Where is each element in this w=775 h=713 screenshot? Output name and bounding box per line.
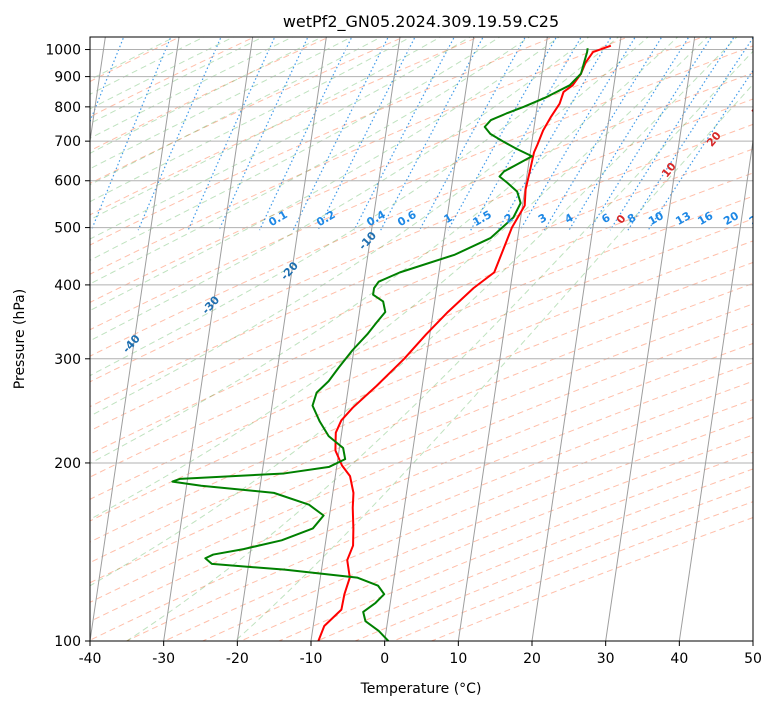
moist-adiabat-line: [90, 37, 590, 342]
dry-adiabat-line: [90, 303, 753, 584]
x-tick-label: -30: [152, 651, 175, 667]
y-tick-label: 600: [54, 174, 81, 190]
y-tick-label: 200: [54, 456, 81, 472]
y-tick-label: 800: [54, 100, 81, 116]
moist-adiabat-line: [90, 37, 531, 285]
isotherm-line: [678, 137, 753, 641]
x-tick-label: 30: [597, 651, 615, 667]
moist-adiabat-line: [90, 37, 442, 221]
dry-adiabat-line: [90, 37, 704, 303]
x-tick-label: 20: [523, 651, 541, 667]
mixing-ratio-line: [497, 37, 612, 231]
dry-adiabat-line: [163, 398, 753, 641]
isotherm-line: [310, 37, 401, 641]
y-axis-label: Pressure (hPa): [12, 289, 28, 389]
mixing-ratio-line: [419, 37, 527, 231]
isotherm-gridlines: [90, 37, 753, 641]
x-tick-label: 0: [380, 651, 389, 667]
dry-adiabat-line: [90, 172, 753, 455]
y-tick-label: 1000: [45, 43, 81, 59]
moist-adiabat-line: [126, 50, 753, 641]
mixing-ratio-line: [627, 37, 753, 231]
y-tick-label: 400: [54, 278, 81, 294]
theta-label: 30: [749, 98, 769, 118]
mixing-ratio-line: [647, 69, 753, 231]
pressure-gridlines: [90, 49, 753, 641]
x-tick-label: -10: [300, 651, 323, 667]
mixing-ratio-line: [543, 37, 663, 231]
y-tick-label: 300: [54, 352, 81, 368]
isotherm-line: [90, 37, 180, 641]
mixing-ratio-line: [588, 37, 713, 231]
dry-adiabat-line: [90, 282, 753, 564]
mixing-ratio-line: [519, 37, 636, 231]
x-tick-label: 50: [744, 651, 762, 667]
isotherm-line: [163, 37, 254, 641]
x-tick-label: 10: [449, 651, 467, 667]
x-tick-label: -20: [226, 651, 249, 667]
y-axis-ticks: 100 200 300 400 500 600 700 800 900 1000: [45, 43, 90, 650]
y-tick-label: 500: [54, 221, 81, 237]
y-tick-label: 700: [54, 134, 81, 150]
y-tick-label: 100: [54, 634, 81, 650]
y-tick-label: 900: [54, 70, 81, 86]
mixing-ratio-line: [568, 37, 690, 231]
plot-frame: [89, 36, 754, 642]
mixing-ratio-line: [447, 37, 558, 231]
dry-adiabat-line: [90, 240, 753, 522]
x-axis-label: Temperature (°C): [360, 681, 482, 697]
dry-adiabat-line: [90, 362, 753, 641]
dry-adiabat-line: [90, 342, 753, 623]
isotherm-line: [605, 37, 696, 641]
isotherm-line: [236, 37, 327, 641]
mixing-ratio-line: [609, 37, 735, 231]
temperature-profile: [317, 44, 612, 641]
mixing-ratio-line: [317, 37, 416, 231]
x-tick-label: -40: [79, 651, 102, 667]
mixing-ratio-line: [292, 37, 389, 231]
isotherm-line: [531, 37, 622, 641]
plot-area: -100-90-80-70-60-50-40-30-20-100.10.20.4…: [90, 37, 769, 641]
chart-title: wetPf2_GN05.2024.309.19.59.C25: [283, 12, 559, 32]
moist-adiabat-line: [234, 83, 753, 641]
mixing-ratio-line: [258, 37, 353, 231]
x-axis-ticks: -40 -30 -20 -10 0 10 20 30 40 50: [79, 641, 762, 667]
sounding-profiles: [171, 44, 612, 641]
x-tick-label: 40: [670, 651, 688, 667]
mixing-ratio-label: 25: [747, 209, 767, 228]
isotherm-line: [384, 37, 475, 641]
isotherm-line: [457, 37, 548, 641]
dewpoint-profile: [171, 48, 589, 641]
